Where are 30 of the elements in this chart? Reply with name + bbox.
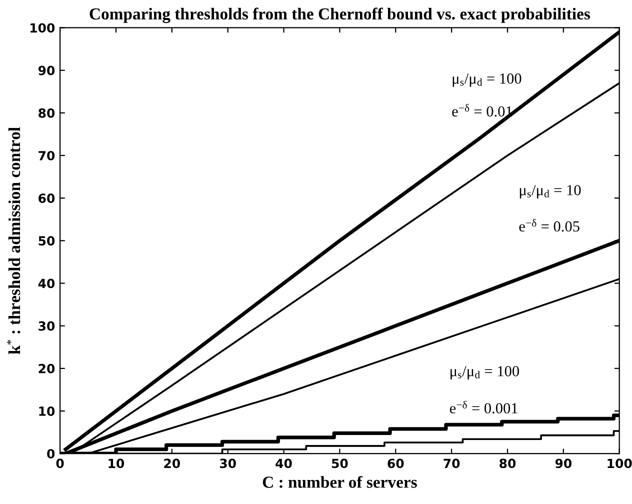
x-tick-label: 20	[164, 458, 180, 468]
y-tick-label: 20	[38, 364, 55, 374]
x-tick-label: 100	[608, 458, 632, 468]
x-tick-label: 0	[56, 458, 64, 468]
y-tick-label: 70	[38, 150, 55, 160]
x-axis-title: C : number of servers	[262, 476, 417, 488]
annotation: e$^{−δ}$ = 0.05	[519, 219, 580, 232]
x-tick-label: 40	[276, 458, 292, 468]
y-tick-label: 10	[39, 406, 55, 416]
y-tick-label: 50	[38, 236, 55, 246]
y-tick-label: 80	[38, 108, 55, 118]
x-tick-label: 80	[500, 458, 516, 468]
chart-title: Comparing thresholds from the Chernoff bound vs. exact probabilities	[90, 8, 590, 24]
y-tick-label: 40	[38, 278, 55, 288]
x-tick-label: 50	[332, 458, 348, 468]
y-tick-label: 90	[38, 66, 55, 76]
x-tick-label: 70	[444, 458, 460, 468]
y-tick-label: 60	[38, 194, 55, 203]
y-tick-label: 0	[47, 449, 55, 459]
x-tick-label: 60	[388, 458, 404, 468]
y-axis-title: k$^{*}$ : threshold admission control	[6, 127, 20, 354]
annotation: μ$_{s}$/μ$_{d}$ = 100	[450, 366, 519, 380]
x-tick-label: 10	[108, 458, 124, 468]
x-tick-label: 90	[555, 458, 572, 468]
y-tick-label: 30	[38, 321, 55, 331]
x-tick-label: 30	[220, 458, 236, 468]
annotation: e$^{−δ}$ = 0.001	[450, 400, 518, 414]
annotation: μ$_{s}$/μ$_{d}$ = 100	[452, 73, 522, 87]
y-tick-label: 100	[30, 23, 55, 33]
annotation: μ$_{s}$/μ$_{d}$ = 10	[520, 185, 581, 198]
